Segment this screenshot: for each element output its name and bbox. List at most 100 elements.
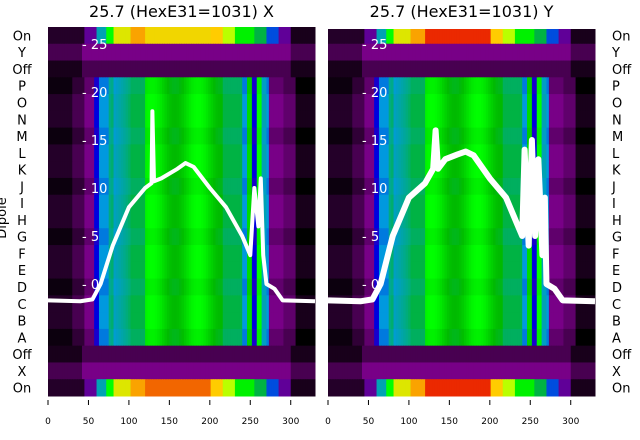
heatmap-cell — [507, 328, 511, 347]
heatmap-cell — [118, 295, 122, 313]
heatmap-cell — [111, 127, 115, 145]
heatmap-cell — [157, 211, 161, 229]
heatmap-cell — [444, 261, 448, 280]
heatmap-cell — [558, 194, 562, 212]
heatmap-cell — [111, 328, 115, 347]
heatmap-cell — [115, 295, 119, 313]
heatmap-cell — [483, 127, 487, 145]
heatmap-cell — [147, 295, 151, 313]
heatmap-cell — [283, 211, 287, 229]
heatmap-cell — [446, 194, 450, 212]
row-label: Off — [12, 348, 32, 363]
heatmap-cell — [340, 362, 344, 380]
heatmap-cell — [354, 228, 358, 246]
heatmap-cell — [290, 328, 294, 347]
heatmap-cell — [417, 211, 421, 229]
heatmap-cell — [281, 328, 284, 347]
heatmap-cell — [386, 261, 390, 280]
heatmap-cell — [145, 379, 149, 397]
heatmap-cell — [553, 379, 557, 397]
heatmap-cell — [383, 211, 387, 229]
heatmap-cell — [357, 328, 361, 347]
heatmap-cell — [568, 278, 572, 296]
heatmap-cell — [480, 194, 484, 212]
heatmap-cell — [422, 278, 426, 296]
heatmap-cell — [480, 362, 484, 380]
heatmap-cell — [96, 43, 100, 62]
heatmap-cell — [483, 43, 487, 62]
heatmap-cell — [72, 278, 76, 296]
heatmap-cell — [361, 211, 365, 229]
heatmap-cell — [254, 245, 258, 263]
heatmap-cell — [307, 312, 311, 330]
heatmap-cell — [84, 245, 88, 263]
heatmap-cell — [541, 362, 545, 380]
heatmap-cell — [266, 77, 270, 95]
row-label: H — [17, 214, 27, 229]
heatmap-cell — [259, 295, 263, 313]
heatmap-cell — [556, 177, 560, 196]
heatmap-cell — [410, 110, 414, 129]
heatmap-cell — [300, 362, 304, 380]
heatmap-cell — [135, 278, 139, 296]
heatmap-cell — [485, 127, 489, 145]
heatmap-cell — [352, 60, 356, 78]
heatmap-cell — [342, 110, 346, 129]
heatmap-cell — [558, 211, 562, 229]
heatmap-cell — [159, 345, 163, 363]
heatmap-cell — [271, 312, 275, 330]
heatmap-cell — [337, 245, 341, 263]
heatmap-cell — [529, 245, 533, 263]
heatmap-cell — [580, 194, 584, 212]
heatmap-cell — [354, 94, 358, 112]
heatmap-cell — [417, 295, 421, 313]
heatmap-cell — [125, 161, 129, 179]
heatmap-cell — [273, 110, 277, 129]
heatmap-cell — [459, 127, 462, 145]
heatmap-cell — [497, 127, 501, 145]
heatmap-cell — [451, 245, 455, 263]
heatmap-cell — [101, 278, 105, 296]
heatmap-cell — [449, 177, 453, 196]
heatmap-cell — [393, 110, 397, 129]
heatmap-cell — [386, 278, 390, 296]
heatmap-cell — [410, 94, 414, 112]
heatmap-cell — [493, 60, 496, 78]
heatmap-cell — [449, 228, 453, 246]
heatmap-cell — [74, 211, 78, 229]
heatmap-cell — [568, 60, 572, 78]
heatmap-cell — [154, 60, 158, 78]
heatmap-cell — [529, 94, 533, 112]
heatmap-cell — [98, 43, 102, 62]
heatmap-cell — [587, 43, 591, 62]
heatmap-cell — [232, 177, 236, 196]
heatmap-cell — [81, 60, 85, 78]
heatmap-cell — [290, 345, 294, 363]
heatmap-cell — [565, 228, 569, 246]
heatmap-cell — [342, 362, 346, 380]
heatmap-cell — [442, 177, 446, 196]
heatmap-cell — [186, 312, 190, 330]
heatmap-cell — [91, 94, 95, 112]
heatmap-cell — [64, 194, 68, 212]
heatmap-cell — [128, 245, 132, 263]
heatmap-cell — [500, 312, 504, 330]
heatmap-cell — [395, 228, 399, 246]
heatmap-cell — [497, 228, 501, 246]
heatmap-cell — [364, 144, 368, 162]
heatmap-cell — [439, 144, 443, 162]
heatmap-cell — [332, 194, 336, 212]
heatmap-cell — [281, 245, 284, 263]
heatmap-cell — [405, 379, 409, 397]
heatmap-cell — [50, 77, 54, 95]
heatmap-cell — [125, 27, 129, 45]
heatmap-cell — [164, 278, 168, 296]
heatmap-cell — [505, 77, 509, 95]
heatmap-cell — [222, 127, 226, 145]
heatmap-cell — [476, 60, 479, 78]
heatmap-cell — [237, 94, 241, 112]
heatmap-cell — [580, 29, 584, 47]
heatmap-cell — [72, 60, 76, 78]
heatmap-cell — [369, 261, 373, 280]
heatmap-cell — [225, 94, 229, 112]
